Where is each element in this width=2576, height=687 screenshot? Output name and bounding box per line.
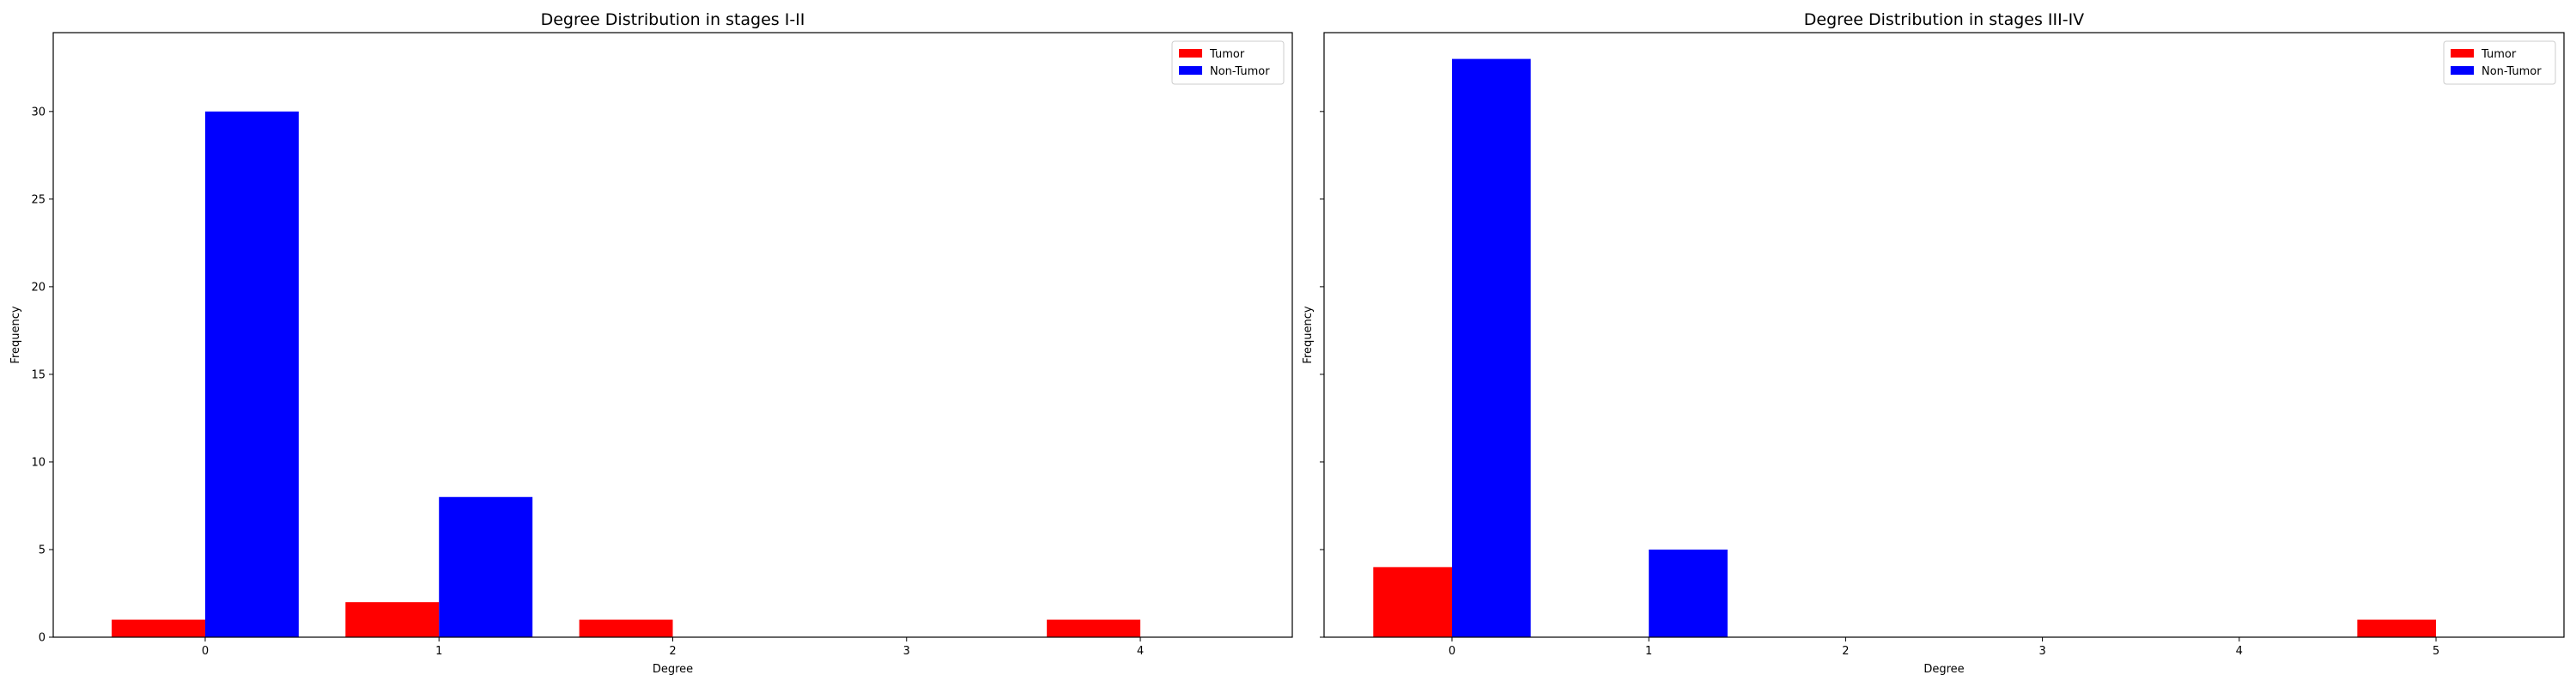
y-tick-label: 10	[31, 456, 46, 469]
x-tick-label: 2	[1842, 645, 1849, 658]
legend-label: Non-Tumor	[2482, 65, 2542, 78]
chart-title: Degree Distribution in stages I-II	[541, 10, 805, 29]
chart-title: Degree Distribution in stages III-IV	[1804, 10, 2084, 29]
chart-panel-2: 0 1 2 3 4 5 Degree Distribution in stages III-…	[1302, 10, 2565, 676]
y-tick-label: 5	[39, 544, 46, 556]
x-tick-label: 4	[1137, 645, 1144, 658]
y-axis-label: Frequency	[9, 306, 22, 363]
bar-non-tumor-degree-1	[1649, 549, 1728, 637]
x-tick-label: 1	[1645, 645, 1652, 658]
y-tick-label: 30	[31, 106, 46, 119]
legend-swatch	[1179, 49, 1202, 58]
x-tick-label: 0	[1449, 645, 1455, 658]
bar-non-tumor-degree-1	[439, 496, 533, 637]
y-axis-label: Frequency	[1302, 306, 1315, 363]
bar-tumor-degree-4	[1047, 619, 1141, 637]
bar-tumor-degree-1	[345, 602, 440, 637]
x-tick-label: 3	[2038, 645, 2045, 658]
bar-tumor-degree-0	[1373, 567, 1452, 637]
legend-swatch	[2451, 66, 2474, 75]
x-tick-label: 5	[2433, 645, 2439, 658]
legend-label: Non-Tumor	[1210, 65, 1270, 78]
bar-non-tumor-degree-0	[1451, 58, 1531, 637]
x-axis-label: Degree	[1923, 663, 1964, 676]
x-tick-label: 3	[903, 645, 910, 658]
legend: Tumor Non-Tumor	[2443, 40, 2556, 85]
legend-swatch	[2451, 49, 2474, 58]
bar-tumor-degree-0	[112, 619, 205, 637]
legend: Tumor Non-Tumor	[1171, 40, 1285, 85]
x-axis-label: Degree	[653, 663, 693, 676]
legend-label: Tumor	[1209, 48, 1245, 61]
chart-panel-1: 0 1 2 3 4 0 5 10 15 20 25 30 Degree Distribution in …	[9, 10, 1293, 676]
legend-label: Tumor	[2481, 48, 2517, 61]
bar-tumor-degree-2	[579, 619, 673, 637]
y-tick-label: 15	[31, 368, 46, 381]
x-tick-label: 1	[435, 645, 442, 658]
bar-non-tumor-degree-0	[204, 111, 299, 638]
axes-frame	[1323, 32, 2565, 638]
x-tick-label: 2	[669, 645, 676, 658]
x-tick-label: 4	[2236, 645, 2243, 658]
bar-tumor-degree-5	[2357, 619, 2437, 637]
y-tick-label: 0	[39, 632, 46, 645]
x-tick-label: 0	[202, 645, 209, 658]
legend-swatch	[1179, 66, 1202, 75]
y-tick-label: 20	[31, 281, 46, 294]
y-tick-label: 25	[31, 193, 46, 206]
